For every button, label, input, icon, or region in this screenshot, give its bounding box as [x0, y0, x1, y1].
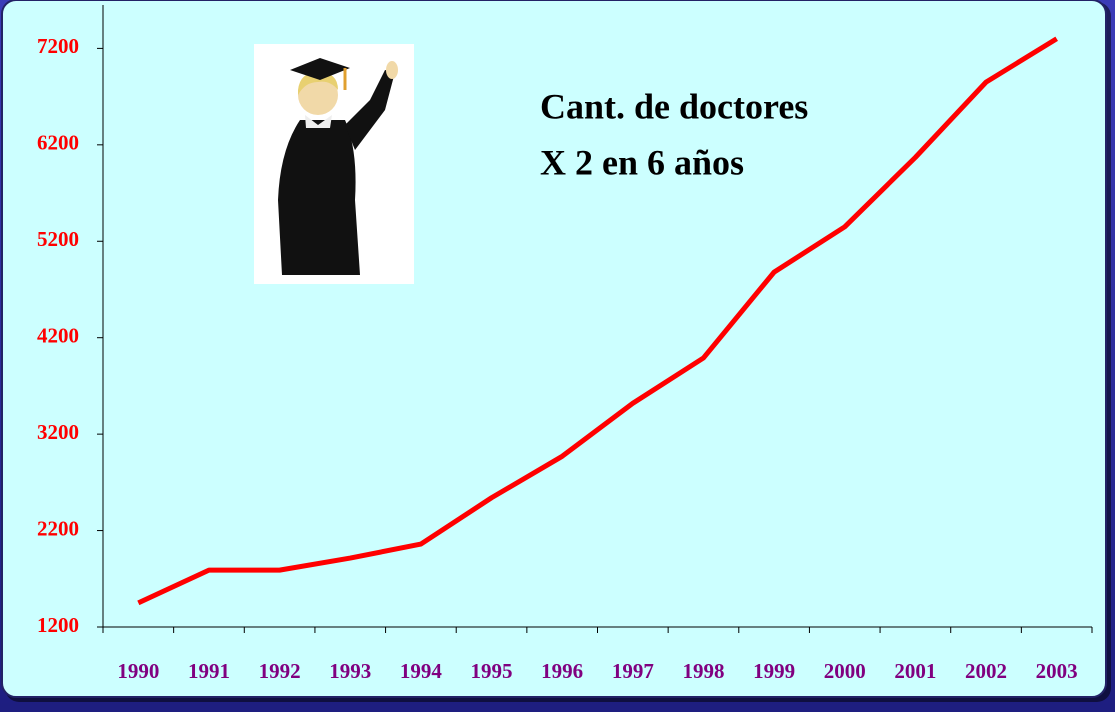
y-tick-label: 2200 [37, 516, 79, 540]
x-tick-label: 1999 [753, 659, 795, 683]
y-tick-label: 4200 [37, 324, 79, 348]
x-tick-label: 1990 [117, 659, 159, 683]
x-tick-label: 1997 [612, 659, 654, 683]
line-series [137, 36, 1058, 606]
x-tick-label: 2002 [965, 659, 1007, 683]
y-tick-label: 3200 [37, 420, 79, 444]
x-tick-label: 1998 [682, 659, 724, 683]
annotation: Cant. de doctores [540, 86, 808, 126]
x-tick-label: 1991 [188, 659, 230, 683]
x-tick-label: 1996 [541, 659, 583, 683]
x-tick-label: 2000 [824, 659, 866, 683]
y-tick-label: 7200 [37, 34, 79, 58]
annotation: X 2 en 6 años [540, 142, 744, 182]
y-tick-label: 1200 [37, 613, 79, 637]
x-tick-label: 2001 [894, 659, 936, 683]
x-tick-label: 2003 [1036, 659, 1078, 683]
y-tick-label: 5200 [37, 227, 79, 251]
x-tick-label: 1994 [400, 659, 443, 683]
y-tick-label: 6200 [37, 131, 79, 155]
x-tick-label: 1993 [329, 659, 371, 683]
x-tick-label: 1992 [259, 659, 301, 683]
graduate-icon [254, 44, 414, 284]
x-tick-label: 1995 [471, 659, 513, 683]
